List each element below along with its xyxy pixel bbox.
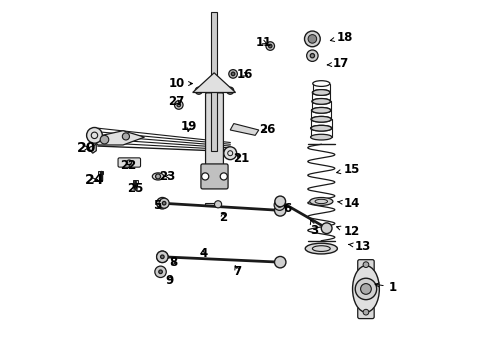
- Circle shape: [274, 204, 285, 216]
- FancyBboxPatch shape: [357, 307, 373, 319]
- Ellipse shape: [152, 173, 163, 180]
- Circle shape: [268, 44, 271, 48]
- Circle shape: [122, 133, 129, 140]
- Text: 12: 12: [336, 225, 359, 238]
- Polygon shape: [230, 123, 258, 135]
- Circle shape: [86, 127, 102, 143]
- Text: 24: 24: [84, 173, 104, 187]
- Ellipse shape: [312, 99, 329, 104]
- FancyBboxPatch shape: [205, 93, 223, 174]
- Circle shape: [156, 251, 168, 262]
- Text: 9: 9: [165, 274, 173, 287]
- Circle shape: [214, 201, 221, 208]
- Text: 13: 13: [348, 240, 370, 253]
- Circle shape: [274, 256, 285, 268]
- Bar: [98, 171, 103, 174]
- Text: 16: 16: [236, 68, 252, 81]
- Circle shape: [228, 69, 237, 78]
- Circle shape: [155, 266, 166, 278]
- Circle shape: [274, 200, 285, 210]
- Circle shape: [100, 135, 108, 144]
- Polygon shape: [192, 73, 235, 93]
- Text: 23: 23: [159, 170, 176, 183]
- FancyBboxPatch shape: [118, 158, 140, 167]
- Text: 14: 14: [337, 197, 359, 210]
- Text: 4: 4: [199, 247, 207, 260]
- Circle shape: [195, 87, 202, 94]
- Circle shape: [363, 262, 368, 267]
- Circle shape: [220, 173, 227, 180]
- FancyBboxPatch shape: [201, 164, 227, 189]
- Circle shape: [160, 255, 164, 258]
- Ellipse shape: [352, 266, 379, 312]
- Circle shape: [210, 85, 216, 91]
- Circle shape: [360, 284, 370, 294]
- Circle shape: [159, 198, 169, 208]
- Circle shape: [162, 202, 165, 205]
- Ellipse shape: [311, 108, 330, 113]
- Circle shape: [277, 203, 281, 207]
- Text: 26: 26: [259, 123, 275, 136]
- Circle shape: [363, 309, 368, 315]
- Text: 5: 5: [153, 199, 161, 212]
- Text: 19: 19: [181, 120, 197, 133]
- Text: 8: 8: [168, 256, 177, 269]
- Circle shape: [201, 173, 208, 180]
- Circle shape: [126, 160, 131, 165]
- Circle shape: [155, 174, 160, 179]
- Circle shape: [231, 72, 234, 76]
- Text: 21: 21: [232, 152, 248, 165]
- Circle shape: [159, 270, 162, 274]
- Ellipse shape: [310, 134, 331, 140]
- Text: 20: 20: [77, 141, 96, 155]
- Text: 17: 17: [326, 57, 348, 71]
- Ellipse shape: [311, 116, 330, 122]
- Circle shape: [177, 103, 180, 107]
- Circle shape: [307, 35, 316, 43]
- Circle shape: [309, 54, 314, 58]
- Text: 1: 1: [374, 281, 396, 294]
- Ellipse shape: [305, 243, 337, 254]
- Polygon shape: [88, 144, 96, 153]
- Circle shape: [304, 31, 320, 47]
- Polygon shape: [91, 131, 144, 145]
- Circle shape: [321, 223, 331, 234]
- Text: 3: 3: [309, 220, 318, 237]
- Text: 10: 10: [168, 77, 192, 90]
- Text: 18: 18: [330, 31, 352, 44]
- Ellipse shape: [309, 198, 332, 205]
- Circle shape: [156, 251, 168, 262]
- Text: 6: 6: [283, 202, 291, 215]
- Text: 15: 15: [336, 163, 359, 176]
- Circle shape: [354, 278, 376, 300]
- Circle shape: [306, 50, 317, 62]
- Circle shape: [156, 198, 168, 209]
- Text: 11: 11: [256, 36, 272, 49]
- Circle shape: [224, 147, 236, 159]
- Circle shape: [274, 196, 285, 207]
- Text: 7: 7: [233, 265, 241, 278]
- Ellipse shape: [310, 125, 331, 131]
- Bar: [132, 180, 138, 183]
- Circle shape: [265, 42, 274, 50]
- Circle shape: [174, 101, 183, 109]
- Text: 25: 25: [127, 183, 143, 195]
- Ellipse shape: [312, 90, 329, 95]
- FancyBboxPatch shape: [357, 260, 373, 271]
- Text: 27: 27: [168, 95, 184, 108]
- Circle shape: [226, 87, 233, 94]
- Bar: [210, 12, 217, 152]
- Text: 2: 2: [219, 211, 226, 224]
- Bar: [205, 203, 218, 206]
- Text: 22: 22: [120, 159, 136, 172]
